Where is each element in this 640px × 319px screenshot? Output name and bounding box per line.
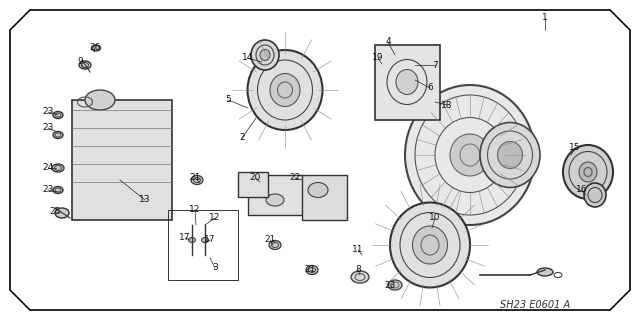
Bar <box>302 175 347 220</box>
Ellipse shape <box>537 268 553 276</box>
Ellipse shape <box>260 49 270 61</box>
Text: 6: 6 <box>427 84 433 93</box>
Bar <box>248 175 303 215</box>
Ellipse shape <box>413 226 447 264</box>
Ellipse shape <box>584 183 606 207</box>
Ellipse shape <box>79 61 91 69</box>
Text: SH23 E0601 A: SH23 E0601 A <box>500 300 570 310</box>
Ellipse shape <box>270 73 300 107</box>
Ellipse shape <box>378 57 392 67</box>
Ellipse shape <box>306 265 318 275</box>
Text: 17: 17 <box>204 235 216 244</box>
Text: 18: 18 <box>441 100 452 109</box>
Ellipse shape <box>579 162 597 182</box>
Bar <box>238 172 268 197</box>
Text: 9: 9 <box>77 57 83 66</box>
Ellipse shape <box>351 271 369 283</box>
Text: 1: 1 <box>542 13 548 23</box>
Ellipse shape <box>52 164 64 172</box>
Ellipse shape <box>450 134 490 176</box>
Ellipse shape <box>497 142 522 168</box>
Text: 11: 11 <box>352 246 364 255</box>
Text: 4: 4 <box>385 38 391 47</box>
Text: 13: 13 <box>140 196 151 204</box>
Ellipse shape <box>53 131 63 138</box>
Text: 23: 23 <box>384 280 396 290</box>
Text: 7: 7 <box>432 61 438 70</box>
Text: 12: 12 <box>209 213 221 222</box>
Text: 21: 21 <box>304 265 316 275</box>
Text: 21: 21 <box>264 235 276 244</box>
Ellipse shape <box>266 194 284 206</box>
Text: 16: 16 <box>576 186 588 195</box>
Bar <box>72 100 172 220</box>
Text: 23: 23 <box>42 108 54 116</box>
Text: 23: 23 <box>42 123 54 132</box>
Text: 21: 21 <box>189 174 201 182</box>
Bar <box>375 45 440 120</box>
Text: 2: 2 <box>239 133 245 143</box>
Text: 14: 14 <box>243 54 253 63</box>
Text: 5: 5 <box>225 95 231 105</box>
Text: 15: 15 <box>569 144 580 152</box>
Ellipse shape <box>388 280 402 290</box>
Ellipse shape <box>563 145 613 199</box>
Text: 12: 12 <box>189 205 201 214</box>
Text: 10: 10 <box>429 213 441 222</box>
Text: 20: 20 <box>250 174 260 182</box>
Text: 24: 24 <box>42 164 54 173</box>
Ellipse shape <box>85 90 115 110</box>
Text: 26: 26 <box>90 43 100 53</box>
Bar <box>168 210 238 280</box>
Ellipse shape <box>480 122 540 188</box>
Ellipse shape <box>308 182 328 197</box>
Ellipse shape <box>53 112 63 118</box>
Ellipse shape <box>405 85 535 225</box>
Ellipse shape <box>55 208 69 218</box>
Text: 8: 8 <box>355 265 361 275</box>
Ellipse shape <box>191 175 203 184</box>
Ellipse shape <box>53 187 63 194</box>
Text: 23: 23 <box>42 186 54 195</box>
Text: 22: 22 <box>289 174 301 182</box>
Ellipse shape <box>269 241 281 249</box>
Text: 25: 25 <box>49 207 61 217</box>
Text: 3: 3 <box>212 263 218 272</box>
Text: 19: 19 <box>372 54 384 63</box>
Ellipse shape <box>92 45 100 51</box>
Ellipse shape <box>248 50 323 130</box>
Ellipse shape <box>396 70 418 94</box>
Ellipse shape <box>251 40 279 70</box>
Ellipse shape <box>189 238 195 242</box>
Ellipse shape <box>202 238 209 242</box>
Text: 17: 17 <box>179 234 191 242</box>
Ellipse shape <box>390 203 470 287</box>
